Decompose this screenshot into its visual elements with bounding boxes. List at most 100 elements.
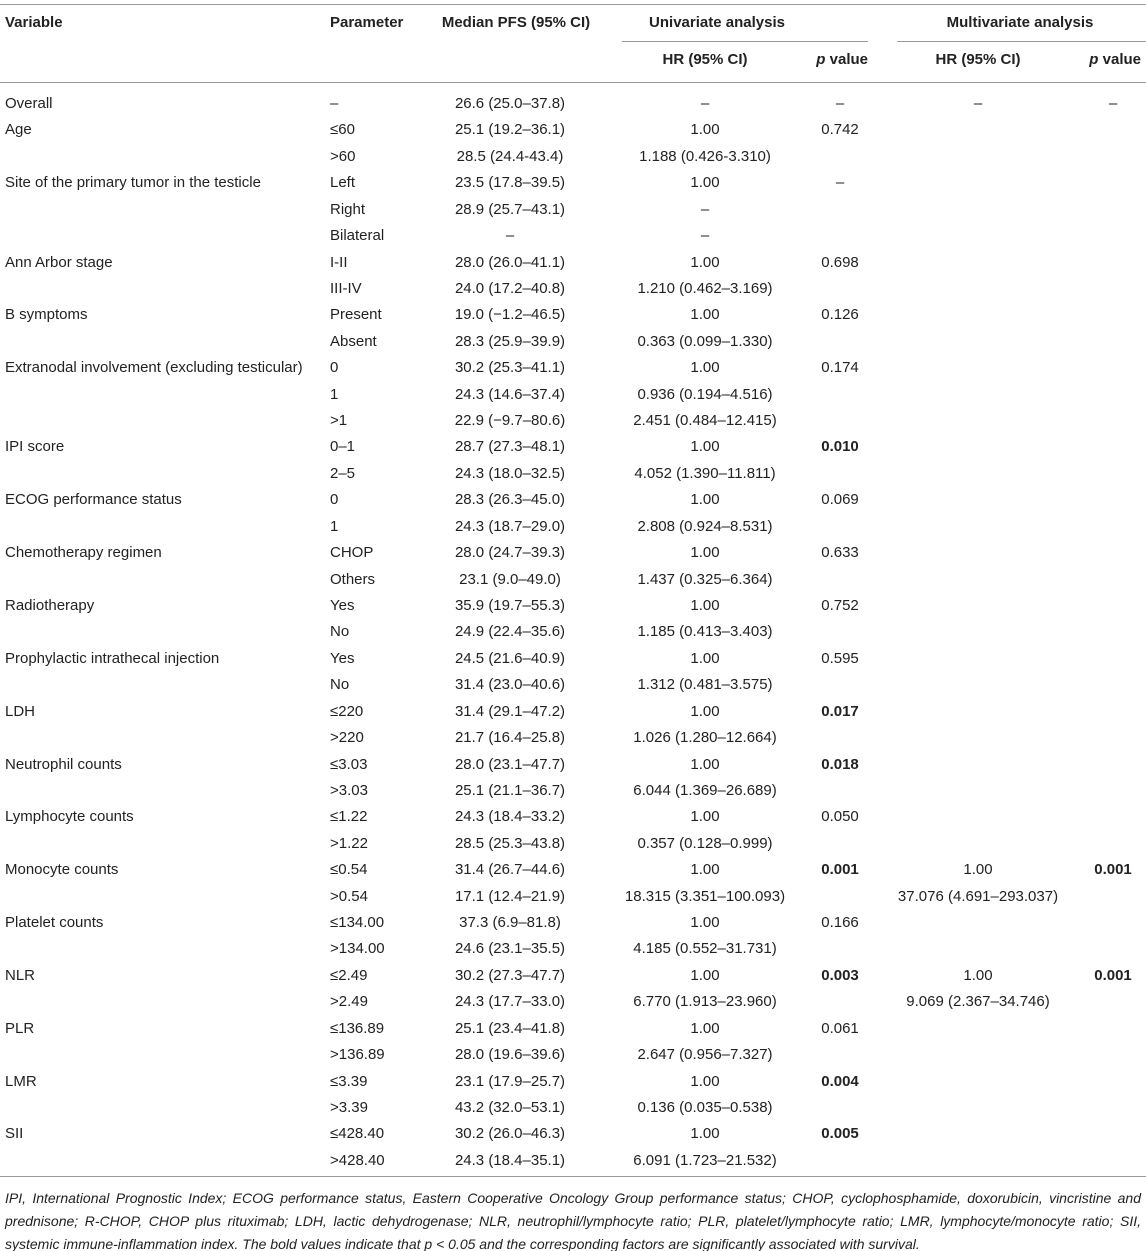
table-cell: – — [330, 95, 339, 112]
header-cell: Multivariate analysis — [946, 14, 1094, 31]
table-cell: – — [700, 200, 710, 218]
table-cell: 2.647 (0.956–7.327) — [637, 1046, 773, 1064]
table-cell: 37.3 (6.9–81.8) — [459, 914, 561, 932]
table-cell: Left — [330, 174, 356, 192]
table-cell: Ann Arbor stage — [5, 253, 113, 271]
table-cell: Yes — [330, 649, 355, 667]
table-cell: >0.54 — [330, 887, 368, 905]
table-cell: ≤2.49 — [330, 966, 368, 984]
table-cell: 0.936 (0.194–4.516) — [637, 385, 773, 403]
table-cell: Neutrophil counts — [5, 755, 122, 773]
table-cell: 0.069 — [821, 491, 859, 509]
table-cell: – — [505, 227, 515, 245]
table-cell: 1 — [330, 517, 339, 535]
table-cell: 24.0 (17.2–40.8) — [454, 279, 566, 297]
table-cell: 28.0 (24.7–39.3) — [454, 544, 566, 562]
header-cell: Parameter — [330, 14, 404, 31]
table-cell: 1.00 — [690, 914, 720, 932]
table-cell: 23.5 (17.8–39.5) — [454, 174, 566, 192]
table-cell: 1 — [330, 385, 339, 403]
table-cell: 1.026 (1.280–12.664) — [633, 729, 777, 747]
rule — [0, 1176, 1146, 1177]
table-cell: ≤0.54 — [330, 861, 368, 879]
table-cell: 0.018 — [821, 755, 859, 773]
table-cell: 25.1 (19.2–36.1) — [454, 121, 566, 139]
table-cell: 0.050 — [821, 808, 859, 826]
table-cell: 0.357 (0.128–0.999) — [637, 834, 773, 852]
table-cell: 0.005 — [821, 1125, 859, 1143]
table-cell: ≤60 — [330, 121, 355, 139]
header-cell: Univariate analysis — [649, 14, 785, 31]
table-cell: 0.363 (0.099–1.330) — [637, 332, 773, 350]
table-cell: 24.9 (22.4–35.6) — [454, 623, 566, 641]
table-cell: 1.312 (0.481–3.575) — [637, 676, 773, 694]
table-cell: 6.091 (1.723–21.532) — [633, 1151, 777, 1169]
table-cell: >134.00 — [330, 940, 385, 958]
table-cell: SII — [5, 1125, 24, 1143]
rule — [622, 41, 868, 42]
table-cell: I-II — [330, 253, 348, 271]
table-cell: 28.7 (27.3–48.1) — [454, 438, 566, 456]
table-cell: >3.39 — [330, 1098, 368, 1116]
table-cell: 37.076 (4.691–293.037) — [897, 887, 1059, 905]
table-cell: – — [1108, 95, 1118, 112]
table-cell: 0.126 — [821, 306, 859, 324]
table-cell: 0.001 — [1094, 861, 1132, 879]
table-cell: 0.166 — [821, 914, 859, 932]
table-cell: Chemotherapy regimen — [5, 544, 162, 562]
table-cell: >3.03 — [330, 781, 368, 799]
table-cell: 0 — [330, 359, 339, 377]
table-cell: 22.9 (−9.7–80.6) — [454, 412, 566, 430]
table-cell: Lymphocyte counts — [5, 808, 134, 826]
header-cell: p value — [1089, 51, 1141, 68]
table-cell: 23.1 (9.0–49.0) — [459, 570, 561, 588]
table-cell: 9.069 (2.367–34.746) — [906, 993, 1050, 1011]
table-cell: Radiotherapy — [5, 596, 95, 614]
table-cell: 30.2 (26.0–46.3) — [454, 1125, 566, 1143]
table-cell: 1.00 — [690, 702, 720, 720]
table-cell: 28.0 (19.6–39.6) — [454, 1046, 566, 1064]
table-cell: 1.00 — [690, 1072, 720, 1090]
table-cell: 4.052 (1.390–11.811) — [634, 464, 776, 482]
table-cell: 0.698 — [821, 253, 859, 271]
table-cell: 24.3 (14.6–37.4) — [454, 385, 566, 403]
table-cell: 28.5 (25.3–43.8) — [454, 834, 566, 852]
table-cell: ECOG performance status — [5, 491, 182, 509]
table-cell: 30.2 (25.3–41.1) — [454, 359, 566, 377]
table-cell: 24.5 (21.6–40.9) — [454, 649, 566, 667]
table-cell: Overall — [5, 95, 53, 112]
table-cell: >2.49 — [330, 993, 368, 1011]
table-cell: 24.3 (18.0–32.5) — [454, 464, 566, 482]
table-cell: 31.4 (26.7–44.6) — [454, 861, 566, 879]
table-cell: IPI score — [5, 438, 65, 456]
table-cell: No — [330, 623, 350, 641]
table-cell: 1.00 — [690, 359, 720, 377]
table-cell: Site of the primary tumor in the testicl… — [5, 174, 261, 192]
table-cell: 0.633 — [821, 544, 859, 562]
table-cell: >220 — [330, 729, 364, 747]
table-cell: 17.1 (12.4–21.9) — [454, 887, 566, 905]
table-cell: 0.017 — [821, 702, 859, 720]
table-cell: III-IV — [330, 279, 362, 297]
table-cell: Others — [330, 570, 376, 588]
table-cell: 1.00 — [690, 544, 720, 562]
table-cell: 31.4 (23.0–40.6) — [454, 676, 566, 694]
table-cell: Bilateral — [330, 227, 385, 245]
footnote: IPI, International Prognostic Index; ECO… — [5, 1190, 1141, 1251]
table-cell: Yes — [330, 596, 355, 614]
table-cell: ≤3.39 — [330, 1072, 368, 1090]
table-cell: 1.00 — [963, 966, 993, 984]
table-cell: 1.185 (0.413–3.403) — [637, 623, 773, 641]
table-cell: 28.0 (23.1–47.7) — [454, 755, 566, 773]
table-cell: >1.22 — [330, 834, 368, 852]
rule — [897, 41, 1146, 42]
table-cell: Platelet counts — [5, 914, 104, 932]
table-cell: – — [700, 227, 710, 245]
table-cell: CHOP — [330, 544, 374, 562]
table-cell: 0–1 — [330, 438, 356, 456]
table-cell: 24.6 (23.1–35.5) — [454, 940, 566, 958]
table-cell: >428.40 — [330, 1151, 385, 1169]
header-cell: p value — [816, 51, 868, 68]
table-cell: 31.4 (29.1–47.2) — [454, 702, 566, 720]
